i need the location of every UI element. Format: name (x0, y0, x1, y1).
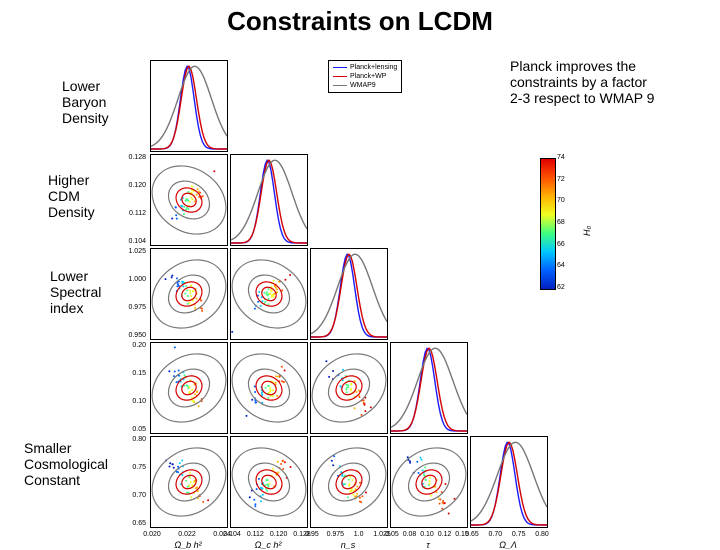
x-tick: 0.70 (483, 531, 507, 538)
y-tick: 0.112 (118, 210, 146, 217)
joint-panel (310, 436, 388, 528)
joint-panel (150, 436, 228, 528)
caption-baryon: LowerBaryonDensity (62, 78, 109, 126)
colorbar-tick: 66 (557, 241, 565, 248)
colorbar: 74727068666462H₀ (540, 158, 594, 288)
y-tick: 0.10 (118, 398, 146, 405)
y-tick: 0.950 (118, 332, 146, 339)
x-tick: 0.975 (323, 531, 347, 538)
colorbar-bar (540, 158, 556, 290)
x-axis-label: n_s (310, 540, 386, 550)
x-axis-label: Ω_Λ (470, 540, 546, 550)
y-tick: 0.20 (118, 342, 146, 349)
x-axis-label: Ω_c h² (230, 540, 306, 550)
caption-omegalambda: SmallerCosmologicalConstant (24, 440, 108, 488)
x-tick: 0.75 (507, 531, 531, 538)
y-tick: 0.15 (118, 370, 146, 377)
colorbar-tick: 72 (557, 176, 565, 183)
y-tick: 0.75 (118, 464, 146, 471)
marginal-panel (390, 342, 468, 434)
triangle-plot: 0.1280.1200.1120.1041.0251.0000.9750.950… (150, 60, 550, 550)
page-title: Constraints on LCDM (0, 6, 720, 37)
colorbar-tick: 70 (557, 197, 565, 204)
marginal-panel (230, 154, 308, 246)
y-tick: 0.975 (118, 304, 146, 311)
x-tick: 0.95 (300, 531, 324, 538)
colorbar-tick: 64 (557, 262, 565, 269)
joint-panel (230, 248, 308, 340)
caption-cdm: HigherCDMDensity (48, 172, 95, 220)
x-tick: 0.112 (243, 531, 267, 538)
x-tick: 1.0 (347, 531, 371, 538)
x-axis-label: τ (390, 540, 466, 550)
y-tick: 1.000 (118, 276, 146, 283)
joint-panel (390, 436, 468, 528)
colorbar-label: H₀ (582, 226, 592, 236)
y-tick: 0.128 (118, 154, 146, 161)
y-tick: 0.104 (118, 238, 146, 245)
x-tick: 0.104 (220, 531, 244, 538)
joint-panel (310, 342, 388, 434)
x-tick: 0.020 (140, 531, 164, 538)
joint-panel (150, 248, 228, 340)
joint-panel (150, 154, 228, 246)
x-tick: 0.80 (530, 531, 554, 538)
caption-ns: LowerSpectralindex (50, 268, 101, 316)
x-tick: 0.022 (175, 531, 199, 538)
marginal-panel (150, 60, 228, 152)
y-tick: 0.05 (118, 426, 146, 433)
joint-panel (230, 342, 308, 434)
colorbar-tick: 74 (557, 154, 565, 161)
y-tick: 0.65 (118, 520, 146, 527)
marginal-panel (470, 436, 548, 528)
y-tick: 0.70 (118, 492, 146, 499)
colorbar-tick: 62 (557, 284, 565, 291)
joint-panel (150, 342, 228, 434)
marginal-panel (310, 248, 388, 340)
y-tick: 0.80 (118, 436, 146, 443)
y-tick: 1.025 (118, 248, 146, 255)
x-tick: 0.120 (267, 531, 291, 538)
x-tick: 0.65 (460, 531, 484, 538)
x-axis-label: Ω_b h² (150, 540, 226, 550)
y-tick: 0.120 (118, 182, 146, 189)
joint-panel (230, 436, 308, 528)
colorbar-tick: 68 (557, 219, 565, 226)
